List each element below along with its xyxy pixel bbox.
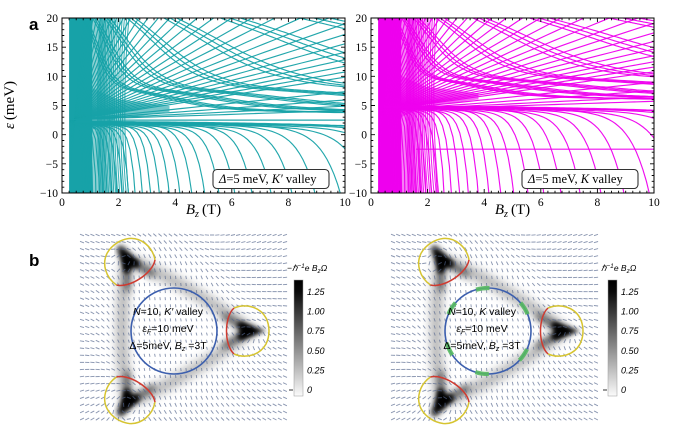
svg-text:10: 10 [47, 71, 59, 83]
svg-text:a: a [29, 15, 39, 34]
svg-text:Bz (T): Bz (T) [186, 202, 221, 220]
svg-text:2: 2 [425, 197, 431, 209]
svg-text:0: 0 [621, 385, 626, 395]
svg-text:6: 6 [538, 197, 544, 209]
svg-text:0: 0 [52, 130, 58, 142]
svg-text:0: 0 [307, 385, 312, 395]
svg-text:4: 4 [481, 197, 487, 209]
svg-text:5: 5 [52, 101, 58, 113]
svg-text:20: 20 [47, 13, 59, 25]
svg-text:1.00: 1.00 [621, 307, 639, 317]
svg-text:0: 0 [368, 197, 374, 209]
svg-text:ε (meV): ε (meV) [2, 81, 18, 129]
svg-text:1.00: 1.00 [307, 307, 325, 317]
svg-text:0.25: 0.25 [307, 365, 326, 375]
svg-text:8: 8 [595, 197, 601, 209]
svg-text:4: 4 [172, 197, 178, 209]
svg-text:8: 8 [286, 197, 292, 209]
svg-text:−5: −5 [355, 159, 367, 171]
svg-text:Δ=5meV, Bz =3T: Δ=5meV, Bz =3T [129, 340, 207, 353]
svg-text:0.25: 0.25 [621, 365, 640, 375]
svg-text:1.25: 1.25 [621, 287, 640, 297]
svg-text:5: 5 [361, 101, 367, 113]
svg-text:Bz (T): Bz (T) [495, 202, 530, 220]
svg-text:N=10, K′ valley: N=10, K′ valley [133, 306, 204, 318]
svg-text:15: 15 [356, 42, 368, 54]
svg-text:εF=10 meV: εF=10 meV [456, 323, 507, 336]
svg-text:2: 2 [116, 197, 122, 209]
svg-text:−5: −5 [46, 159, 58, 171]
svg-text:6: 6 [229, 197, 235, 209]
svg-text:0.75: 0.75 [621, 326, 640, 336]
svg-text:20: 20 [356, 13, 368, 25]
svg-text:b: b [29, 251, 39, 270]
svg-text:Δ=5meV, Bz =3T: Δ=5meV, Bz =3T [443, 340, 521, 353]
svg-text:0.50: 0.50 [307, 346, 325, 356]
svg-text:10: 10 [356, 71, 368, 83]
svg-text:−10: −10 [40, 188, 58, 200]
svg-text:0: 0 [361, 130, 367, 142]
svg-text:Δ=5 meV, K′ valley: Δ=5 meV, K′ valley [218, 172, 317, 186]
svg-text:εF=10 meV: εF=10 meV [142, 323, 193, 336]
svg-text:Δ=5 meV, K valley: Δ=5 meV, K valley [527, 172, 623, 186]
svg-text:15: 15 [47, 42, 59, 54]
svg-text:0: 0 [59, 197, 65, 209]
svg-text:−10: −10 [349, 188, 367, 200]
svg-text:N=10, K valley: N=10, K valley [448, 306, 517, 318]
svg-text:10: 10 [339, 197, 351, 209]
svg-text:1.25: 1.25 [307, 287, 326, 297]
svg-text:0.75: 0.75 [307, 326, 326, 336]
svg-text:0.50: 0.50 [621, 346, 639, 356]
svg-text:10: 10 [648, 197, 660, 209]
